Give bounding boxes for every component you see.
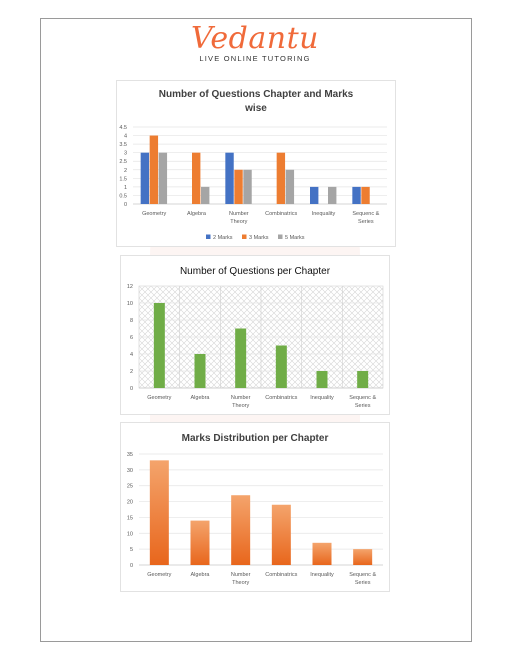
logo-tagline: LIVE ONLINE TUTORING xyxy=(199,54,311,63)
legend-swatch xyxy=(278,234,283,239)
x-tick-label: Number xyxy=(231,572,251,578)
y-tick-label: 0 xyxy=(130,563,133,569)
bar xyxy=(312,542,332,565)
x-tick-label: Theory xyxy=(232,580,249,586)
bar xyxy=(275,345,287,388)
y-tick-label: 3.5 xyxy=(119,142,127,148)
chart-questions-by-marks: Number of Questions Chapter and Marks wis… xyxy=(116,80,396,247)
legend-swatch xyxy=(206,234,211,239)
x-tick-label: Theory xyxy=(230,219,247,225)
x-tick-label: Combinatrics xyxy=(265,572,297,578)
y-tick-label: 4.5 xyxy=(119,125,127,131)
chart-svg-marks-per-chapter: Marks Distribution per Chapter 0 5 10 15 20 25… xyxy=(127,433,383,586)
bar-3-marks xyxy=(234,169,243,204)
bar-3-marks xyxy=(192,152,201,204)
chart-marks-per-chapter: Marks Distribution per Chapter 0 5 10 15 20 25… xyxy=(120,422,390,592)
y-tick-label: 6 xyxy=(130,335,133,341)
bar-2-marks xyxy=(310,186,319,204)
x-tick-label: Theory xyxy=(232,403,249,409)
x-tick-label: Sequenc & xyxy=(352,211,379,217)
bar xyxy=(235,328,247,388)
bar xyxy=(353,549,373,565)
y-tick-label: 1.5 xyxy=(119,176,127,182)
bar xyxy=(194,354,206,388)
y-tick-label: 2 xyxy=(130,369,133,375)
bar xyxy=(271,504,291,565)
bar-3-marks xyxy=(361,186,370,204)
x-tick-label: Geometry xyxy=(142,211,166,217)
bar xyxy=(316,371,328,388)
bar xyxy=(149,460,169,565)
legend-label: 3 Marks xyxy=(249,235,269,241)
y-tick-label: 15 xyxy=(127,515,133,521)
x-tick-label: Sequenc & xyxy=(349,572,376,578)
x-tick-label: Inequality xyxy=(310,395,334,401)
y-tick-label: 2 xyxy=(124,168,127,174)
x-tick-label: Series xyxy=(358,219,374,225)
x-tick-label: Geometry xyxy=(147,395,171,401)
chart-title: Number of Questions per Chapter xyxy=(180,266,331,277)
bar-5-marks xyxy=(201,186,210,204)
chart-title: Number of Questions Chapter and Marks xyxy=(159,89,354,100)
bar xyxy=(190,520,210,565)
chart-title: Marks Distribution per Chapter xyxy=(182,433,329,444)
x-tick-label: Series xyxy=(355,403,371,409)
bar-3-marks xyxy=(276,152,286,204)
y-tick-label: 10 xyxy=(127,531,133,537)
bar xyxy=(153,303,165,388)
x-tick-label: Inequality xyxy=(312,211,336,217)
y-tick-label: 0 xyxy=(124,202,127,208)
chart-svg-questions-per-chapter: Number of Questions per Chapter 0 2 4 6 8 10 12… xyxy=(127,266,384,409)
chart-questions-per-chapter: Number of Questions per Chapter 0 2 4 6 8 10 12… xyxy=(120,255,390,415)
x-tick-label: Geometry xyxy=(147,572,171,578)
legend-swatch xyxy=(242,234,247,239)
y-tick-label: 4 xyxy=(130,352,133,358)
legend-label: 2 Marks xyxy=(213,235,233,241)
bar-5-marks xyxy=(158,152,168,204)
x-tick-label: Combinatrics xyxy=(265,395,297,401)
y-tick-label: 12 xyxy=(127,284,133,290)
chart-title: wise xyxy=(244,103,267,114)
bar-2-marks xyxy=(225,152,234,204)
y-tick-label: 0 xyxy=(130,386,133,392)
bar xyxy=(231,495,251,565)
bar-3-marks xyxy=(149,135,159,204)
bar-2-marks xyxy=(140,152,150,204)
x-tick-label: Inequality xyxy=(310,572,334,578)
bar xyxy=(357,371,369,388)
x-tick-label: Number xyxy=(229,211,249,217)
y-tick-label: 35 xyxy=(127,452,133,458)
x-tick-label: Algebra xyxy=(187,211,207,217)
y-tick-label: 25 xyxy=(127,484,133,490)
x-tick-label: Number xyxy=(231,395,251,401)
x-tick-label: Sequenc & xyxy=(349,395,376,401)
y-tick-label: 2.5 xyxy=(119,159,127,165)
y-tick-label: 1 xyxy=(124,185,127,191)
bar-5-marks xyxy=(285,169,295,204)
vedantu-logo: Vedantu LIVE ONLINE TUTORING xyxy=(185,22,325,72)
logo-wordmark: Vedantu xyxy=(191,21,319,56)
chart-svg-questions-by-marks: Number of Questions Chapter and Marks wis… xyxy=(119,89,387,241)
y-tick-label: 20 xyxy=(127,500,133,506)
y-tick-label: 3 xyxy=(124,151,127,157)
bar-5-marks xyxy=(243,169,252,204)
x-tick-label: Combinatrics xyxy=(265,211,297,217)
x-tick-label: Algebra xyxy=(191,572,211,578)
x-tick-label: Algebra xyxy=(191,395,211,401)
x-tick-label: Series xyxy=(355,580,371,586)
y-tick-label: 30 xyxy=(127,468,133,474)
y-tick-label: 8 xyxy=(130,318,133,324)
bar-2-marks xyxy=(352,186,361,204)
bar-5-marks xyxy=(328,186,337,204)
y-tick-label: 0.5 xyxy=(119,193,127,199)
y-tick-label: 4 xyxy=(124,134,127,140)
y-tick-label: 10 xyxy=(127,301,133,307)
y-tick-label: 5 xyxy=(130,547,133,553)
legend-label: 5 Marks xyxy=(285,235,305,241)
